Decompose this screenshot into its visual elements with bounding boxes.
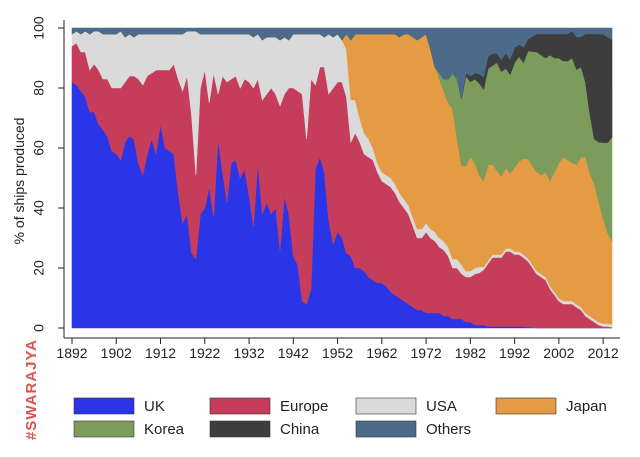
legend-swatch-others — [355, 420, 417, 438]
y-axis-title: % of ships produced — [11, 118, 27, 245]
y-tick-label: 40 — [31, 200, 47, 216]
axes: 0 20 40 60 80 100 1892 1902 1912 1922 1932 1942 1952… — [31, 16, 620, 361]
y-tick-label: 60 — [31, 140, 47, 156]
legend-label-china: China — [280, 421, 320, 438]
watermark-logo: #SWARAJYA — [23, 339, 40, 440]
x-tick-label: 1892 — [56, 345, 87, 361]
x-tick-label: 1972 — [411, 345, 442, 361]
area-series-others — [71, 27, 613, 98]
legend: UK Europe USA Japan Korea China Others — [73, 397, 607, 438]
legend-swatch-japan — [495, 397, 557, 415]
legend-swatch-europe — [209, 397, 271, 415]
legend-label-europe: Europe — [280, 398, 328, 415]
legend-swatch-usa — [355, 397, 417, 415]
x-tick-label: 1912 — [145, 345, 176, 361]
x-tick-label: 1932 — [233, 345, 264, 361]
x-tick-label: 1962 — [366, 345, 397, 361]
legend-label-uk: UK — [144, 398, 165, 415]
legend-label-japan: Japan — [566, 398, 607, 415]
x-tick-label: 1942 — [278, 345, 309, 361]
y-tick-label: 0 — [31, 324, 47, 332]
legend-label-usa: USA — [426, 398, 457, 415]
x-tick-label: 1952 — [322, 345, 353, 361]
series-areas — [71, 27, 613, 329]
x-tick-label: 1902 — [101, 345, 132, 361]
x-tick-label: 1992 — [499, 345, 530, 361]
legend-swatch-korea — [73, 420, 135, 438]
y-tick-label: 100 — [31, 16, 47, 40]
x-tick-label: 1982 — [455, 345, 486, 361]
legend-label-korea: Korea — [144, 421, 185, 438]
x-tick-label: 2012 — [588, 345, 619, 361]
y-tick-label: 20 — [31, 260, 47, 276]
x-tick-label: 1922 — [189, 345, 220, 361]
legend-swatch-uk — [73, 397, 135, 415]
x-tick-label: 2002 — [543, 345, 574, 361]
legend-label-others: Others — [426, 421, 471, 438]
legend-swatch-china — [209, 420, 271, 438]
y-tick-label: 80 — [31, 80, 47, 96]
